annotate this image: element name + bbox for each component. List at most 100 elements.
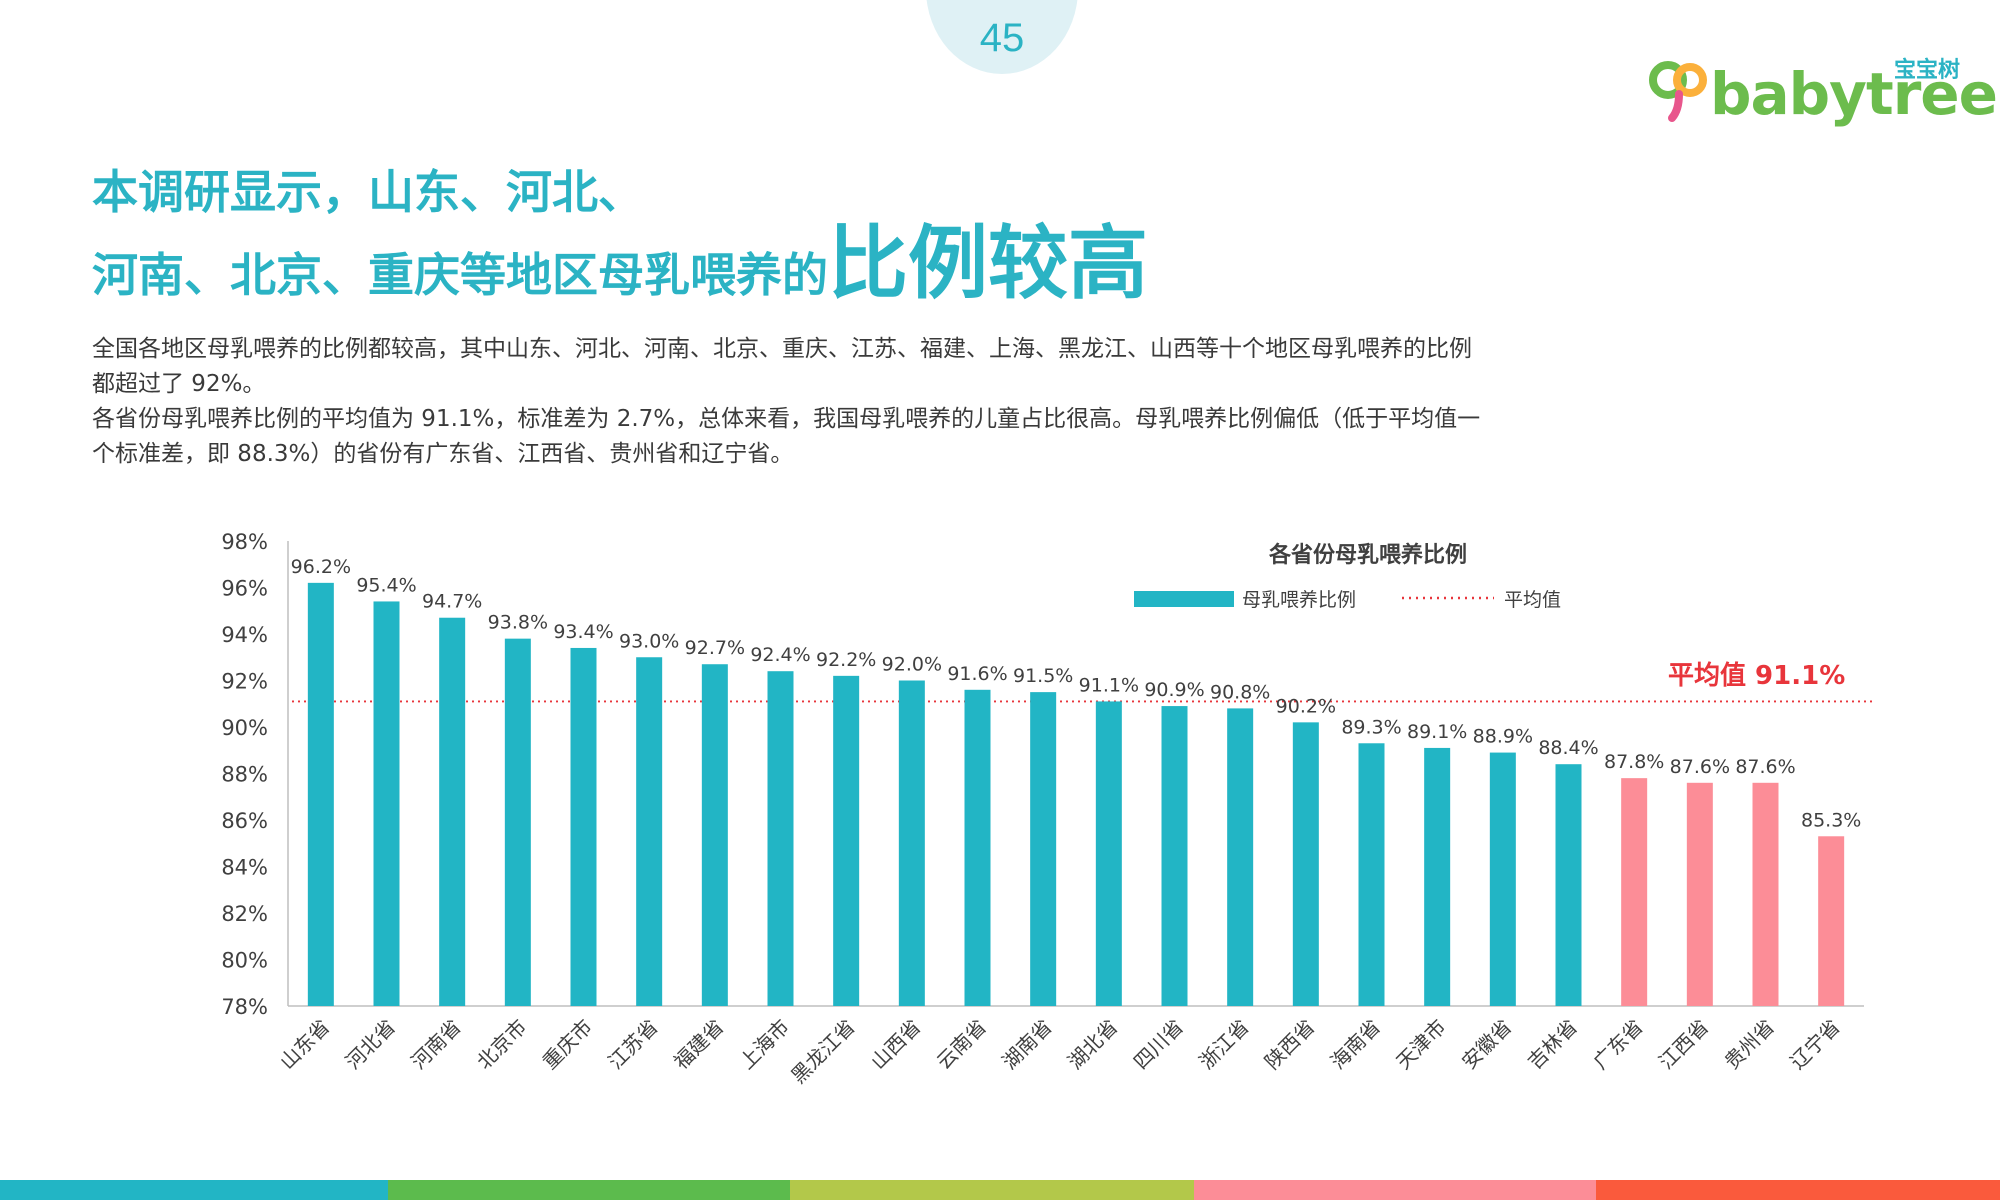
logo-wordmark: babytree <box>1710 60 1998 128</box>
bar-value-label: 94.7% <box>422 591 482 613</box>
legend-series-label: 母乳喂养比例 <box>1242 589 1356 611</box>
bar-value-label: 90.8% <box>1210 681 1270 703</box>
tree-logo-icon <box>1649 61 1707 122</box>
x-tick-label: 海南省 <box>1326 1015 1385 1074</box>
bar-value-label: 93.8% <box>488 612 548 634</box>
chart-title: 各省份母乳喂养比例 <box>1268 542 1467 568</box>
description-paragraph-1: 全国各地区母乳喂养的比例都较高，其中山东、河北、河南、北京、重庆、江苏、福建、上… <box>92 336 1472 397</box>
bar-value-label: 92.0% <box>882 654 942 676</box>
bar-value-label: 95.4% <box>356 574 416 596</box>
average-annotation: 平均值 91.1% <box>1668 661 1845 691</box>
footer-segment <box>388 1180 790 1200</box>
x-tick-label: 吉林省 <box>1523 1015 1582 1074</box>
x-tick-label: 辽宁省 <box>1785 1015 1844 1074</box>
bar <box>1227 708 1254 1006</box>
bar-value-label: 93.4% <box>553 621 613 643</box>
bar <box>1818 836 1845 1006</box>
y-tick-label: 78% <box>221 995 268 1019</box>
logo-chinese-name: 宝宝树 <box>1893 58 1960 83</box>
x-tick-label: 福建省 <box>669 1015 728 1074</box>
page-number: 45 <box>979 16 1025 60</box>
x-tick-label: 天津市 <box>1391 1015 1450 1074</box>
bar <box>307 582 334 1006</box>
bar-value-label: 96.2% <box>291 556 351 578</box>
bar <box>1292 722 1319 1006</box>
bar <box>833 675 860 1006</box>
bar <box>1095 701 1122 1006</box>
headline-line-2: 河南、北京、重庆等地区母乳喂养的比例较高 <box>92 224 1148 315</box>
bar-value-label: 87.8% <box>1604 751 1664 773</box>
x-tick-label: 湖北省 <box>1063 1015 1122 1074</box>
x-tick-label: 浙江省 <box>1194 1015 1253 1074</box>
x-tick-label: 安徽省 <box>1457 1015 1516 1074</box>
headline-line-1: 本调研显示，山东、河北、 <box>92 165 644 219</box>
bar <box>1424 747 1451 1006</box>
bar <box>1752 782 1779 1006</box>
bar-value-label: 90.9% <box>1144 679 1204 701</box>
bar-value-label: 91.6% <box>947 663 1007 685</box>
footer-color-strip <box>0 1180 2000 1200</box>
bar <box>1621 778 1648 1006</box>
x-tick-label: 重庆市 <box>538 1015 597 1074</box>
y-tick-label: 84% <box>221 856 268 880</box>
bar-value-label: 88.9% <box>1473 726 1533 748</box>
bar <box>1489 752 1516 1006</box>
bar-value-label: 93.0% <box>619 630 679 652</box>
x-tick-label: 上海市 <box>735 1015 794 1074</box>
x-tick-label: 山西省 <box>866 1015 925 1074</box>
bar <box>898 680 925 1006</box>
bar-value-label: 87.6% <box>1735 756 1795 778</box>
legend-series-swatch <box>1134 591 1234 607</box>
bar-value-label: 85.3% <box>1801 809 1861 831</box>
description-paragraph-2: 各省份母乳喂养比例的平均值为 91.1%，标准差为 2.7%，总体来看，我国母乳… <box>92 406 1481 467</box>
bar <box>701 664 728 1006</box>
headline-line-2-prefix: 河南、北京、重庆等地区母乳喂养的 <box>92 248 828 302</box>
x-tick-label: 江苏省 <box>603 1015 662 1074</box>
bar-value-label: 87.6% <box>1670 756 1730 778</box>
y-tick-label: 94% <box>221 623 268 647</box>
x-tick-label: 广东省 <box>1588 1015 1647 1074</box>
babytree-logo: 宝宝树 babytree <box>1640 48 1998 128</box>
y-tick-label: 98% <box>221 530 268 554</box>
footer-segment <box>1194 1180 1596 1200</box>
bar <box>767 671 794 1006</box>
y-tick-label: 80% <box>221 949 268 973</box>
bar <box>636 657 663 1006</box>
bar-value-label: 92.4% <box>750 644 810 666</box>
bar <box>504 638 531 1006</box>
y-tick-label: 96% <box>221 577 268 601</box>
page-headline: 本调研显示，山东、河北、 河南、北京、重庆等地区母乳喂养的比例较高 <box>92 160 1148 315</box>
bar-chart: 各省份母乳喂养比例 母乳喂养比例 平均值 平均值 91.1% 98% 96% 94%… <box>221 530 1876 1089</box>
bar <box>439 617 466 1006</box>
bar-value-label: 89.1% <box>1407 721 1467 743</box>
y-tick-label: 90% <box>221 716 268 740</box>
y-tick-label: 88% <box>221 763 268 787</box>
legend-average-label: 平均值 <box>1504 589 1561 611</box>
bar <box>373 601 400 1006</box>
bar <box>964 689 991 1006</box>
footer-segment <box>1596 1180 2000 1200</box>
bar-value-label: 91.5% <box>1013 665 1073 687</box>
description: 全国各地区母乳喂养的比例都较高，其中山东、河北、河南、北京、重庆、江苏、福建、上… <box>92 332 1492 472</box>
x-tick-label: 陕西省 <box>1260 1015 1319 1074</box>
x-tick-label: 四川省 <box>1129 1015 1188 1074</box>
x-tick-label: 山东省 <box>275 1015 334 1074</box>
x-tick-label: 湖南省 <box>997 1015 1056 1074</box>
x-tick-label: 河北省 <box>341 1015 400 1074</box>
footer-segment <box>0 1180 388 1200</box>
bar-value-label: 88.4% <box>1538 737 1598 759</box>
x-tick-label: 北京市 <box>472 1015 531 1074</box>
bar-value-label: 92.7% <box>685 637 745 659</box>
bar-value-label: 90.2% <box>1276 695 1336 717</box>
x-tick-label: 云南省 <box>932 1015 991 1074</box>
y-tick-label: 82% <box>221 902 268 926</box>
x-tick-label: 江西省 <box>1654 1015 1713 1074</box>
bar-value-label: 89.3% <box>1341 716 1401 738</box>
bar-value-label: 92.2% <box>816 649 876 671</box>
footer-segment <box>790 1180 1194 1200</box>
x-tick-label: 黑龙江省 <box>786 1015 860 1089</box>
y-tick-label: 86% <box>221 809 268 833</box>
bar <box>1030 692 1057 1006</box>
bar-value-label: 91.1% <box>1079 674 1139 696</box>
bar <box>570 647 597 1006</box>
